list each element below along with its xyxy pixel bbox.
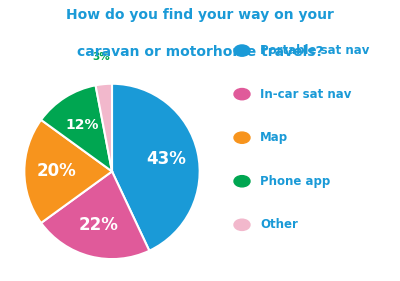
Wedge shape [96, 84, 112, 171]
Text: 3%: 3% [93, 52, 110, 62]
Wedge shape [112, 84, 200, 251]
Text: Map: Map [260, 131, 288, 144]
Wedge shape [41, 171, 149, 259]
Text: How do you find your way on your: How do you find your way on your [66, 8, 334, 22]
Text: In-car sat nav: In-car sat nav [260, 88, 351, 101]
Wedge shape [24, 120, 112, 223]
Wedge shape [41, 85, 112, 171]
Text: caravan or motorhome travels?: caravan or motorhome travels? [77, 45, 323, 59]
Text: Phone app: Phone app [260, 175, 330, 188]
Text: 12%: 12% [66, 118, 99, 132]
Text: 43%: 43% [146, 150, 186, 168]
Text: 20%: 20% [37, 162, 77, 180]
Text: Other: Other [260, 218, 298, 231]
Text: 22%: 22% [78, 216, 118, 234]
Text: Portable sat nav: Portable sat nav [260, 44, 369, 57]
